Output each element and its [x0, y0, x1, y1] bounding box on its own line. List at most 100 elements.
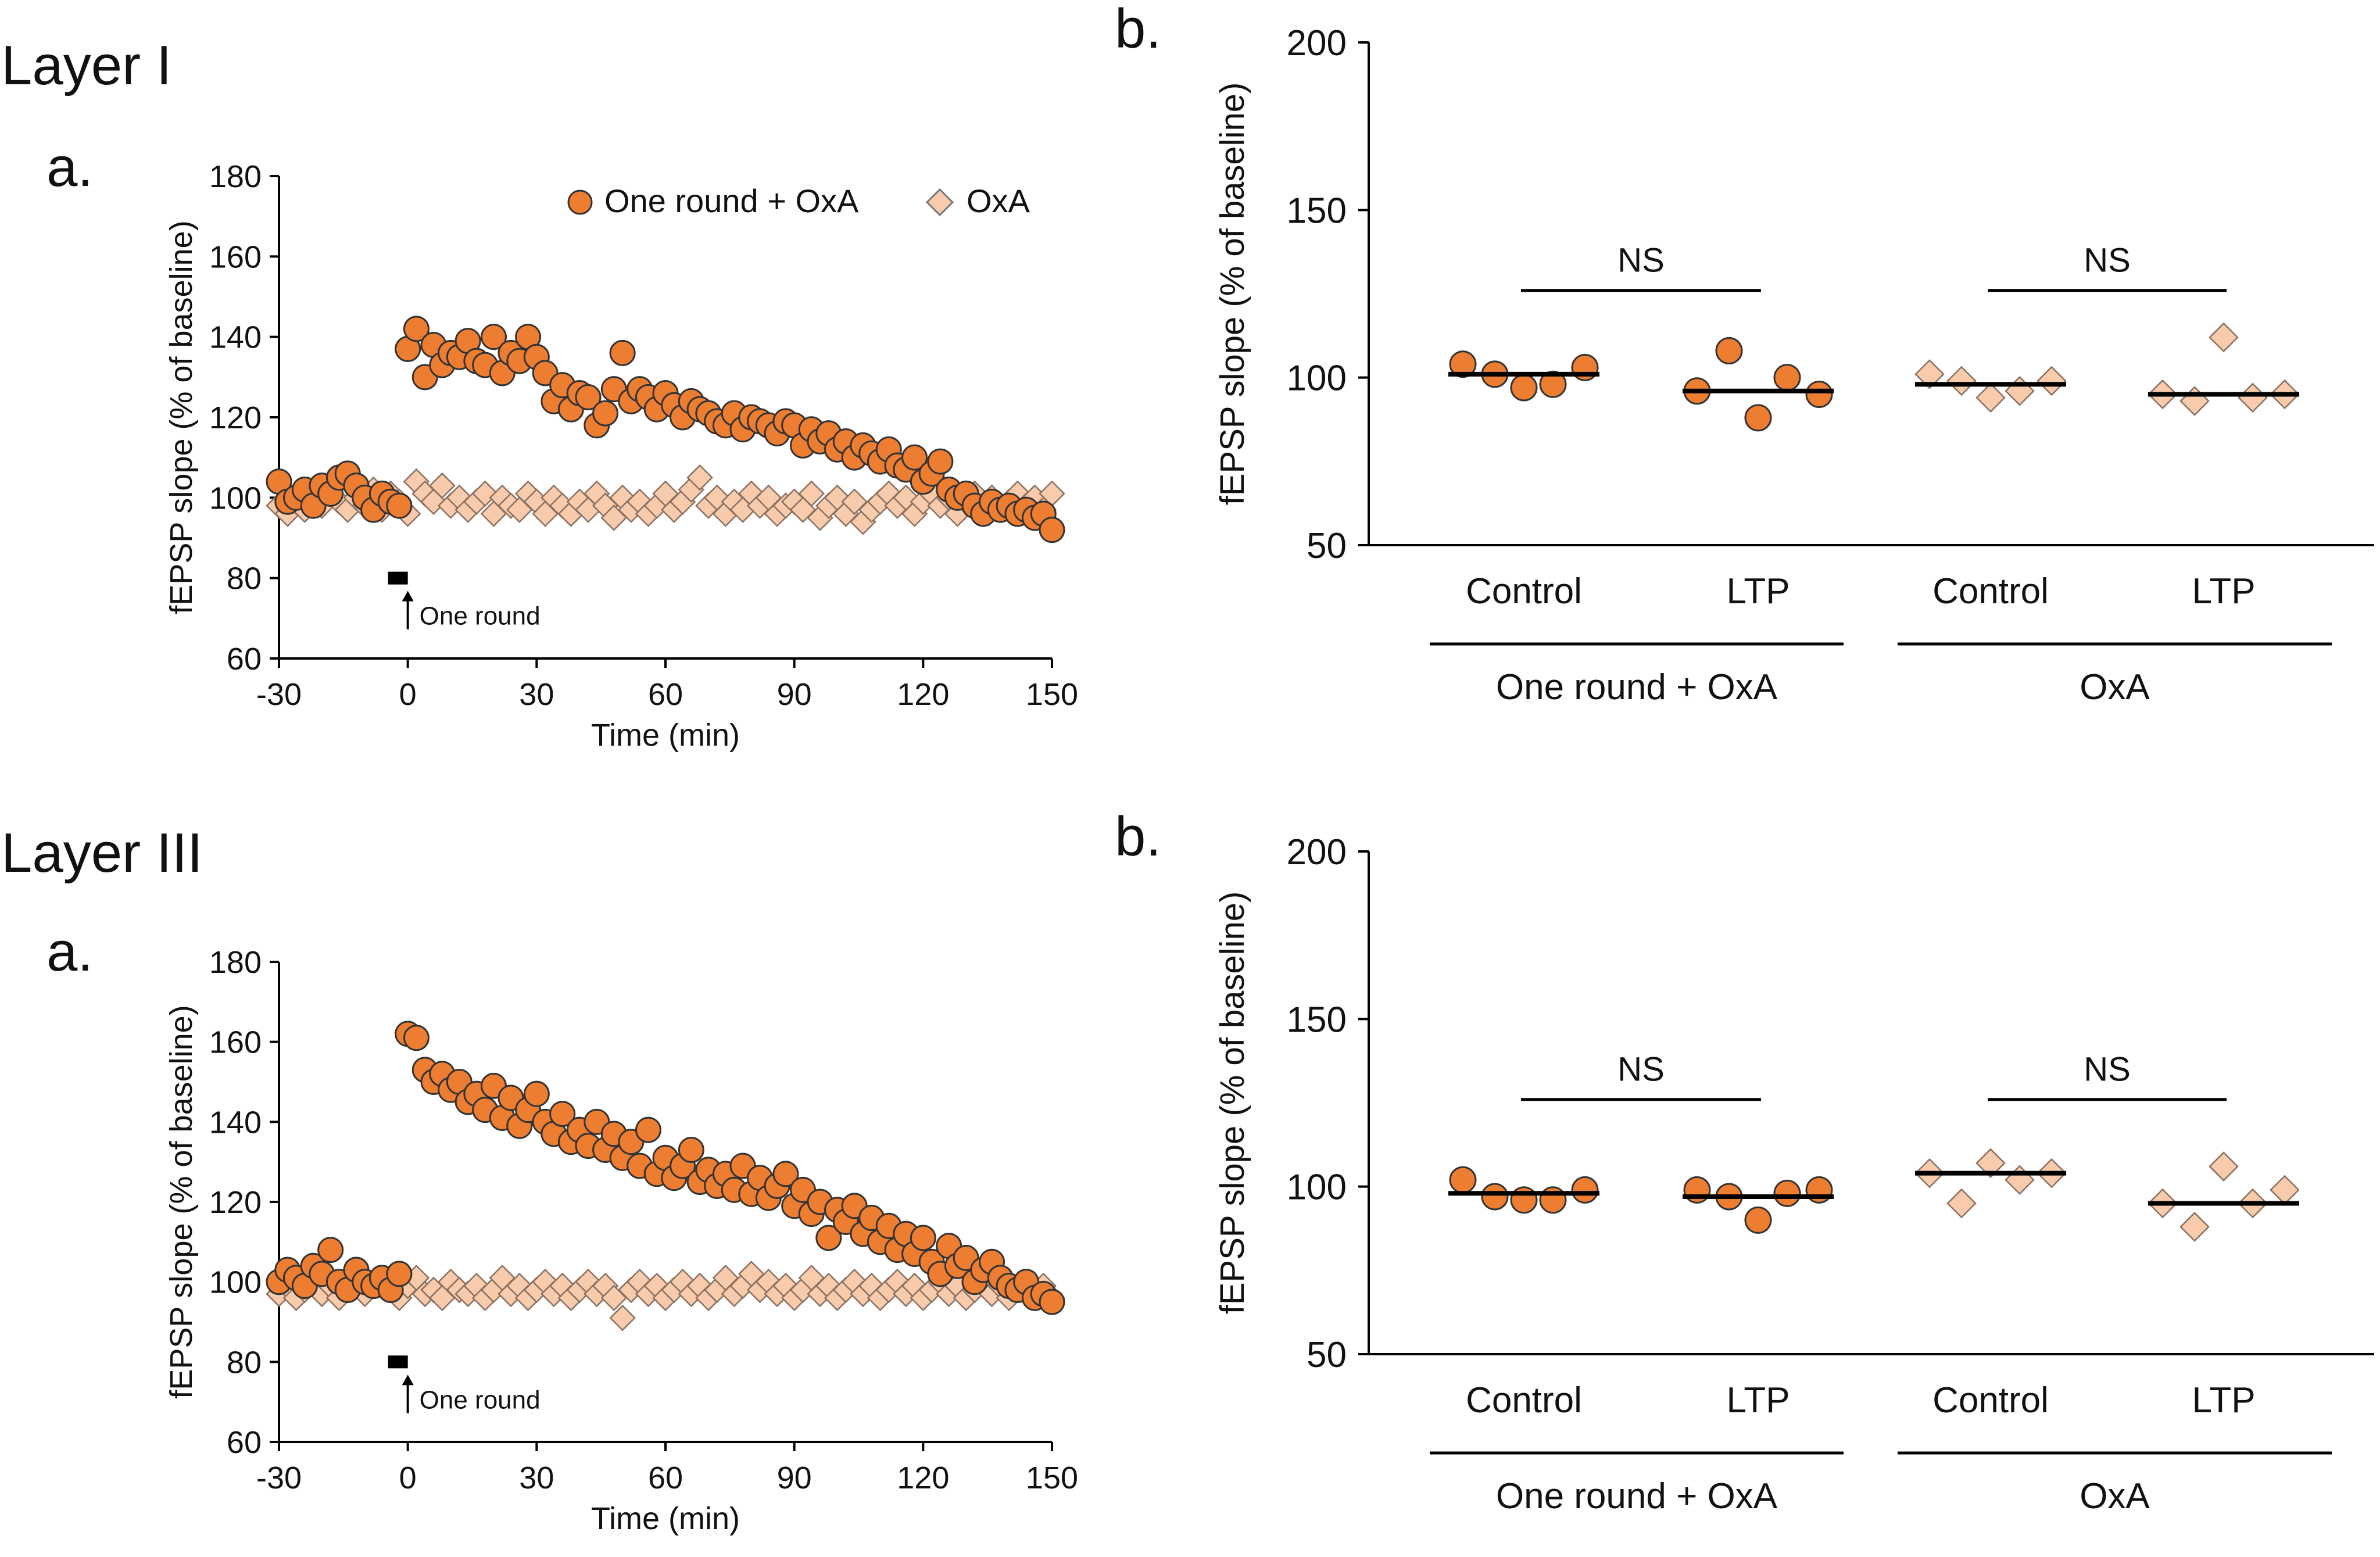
- x-tick-label: 150: [1026, 677, 1078, 712]
- chart-layer3-time: 60 80 100 120 140 160 180 -30 0 30 60 90 120 150 Time …: [164, 945, 1078, 1536]
- data-point: [1744, 404, 1772, 432]
- data-point: [1975, 1148, 2006, 1179]
- data-point: [403, 1025, 430, 1051]
- stim-label: One round: [420, 602, 541, 631]
- x-tick-label: 90: [777, 677, 812, 712]
- group-label: One round + OxA: [1496, 667, 1778, 707]
- y-tick-label: 60: [227, 1425, 262, 1460]
- data-point: [686, 464, 713, 491]
- data-point: [480, 324, 507, 350]
- x-tick-label: 0: [399, 677, 417, 712]
- data-point: [772, 1161, 799, 1187]
- data-point: [429, 472, 456, 499]
- data-point: [2005, 375, 2035, 406]
- x-axis-title: Time (min): [591, 718, 740, 753]
- data-point: [609, 1304, 636, 1331]
- series-oxa-ltp: [2148, 1151, 2300, 1242]
- y-tick-label: 80: [227, 561, 262, 596]
- y-tick-label: 140: [209, 1105, 262, 1140]
- data-point: [2209, 1151, 2239, 1182]
- significance-label: NS: [2084, 1051, 2131, 1089]
- x-tick-label: 30: [519, 1461, 554, 1495]
- y-tick-label: 100: [209, 481, 262, 516]
- y-tick-label: 150: [1287, 191, 1347, 231]
- layer-title-1: Layer I: [1, 34, 171, 96]
- data-point: [1510, 374, 1538, 402]
- category-label: Control: [1466, 571, 1582, 611]
- x-tick-label: 0: [399, 1461, 417, 1495]
- data-point: [2037, 366, 2067, 396]
- data-point: [1975, 382, 2006, 413]
- y-tick-label: 180: [209, 159, 262, 194]
- data-point: [386, 1261, 413, 1287]
- y-tick-label: 160: [209, 239, 262, 274]
- category-label: LTP: [1726, 1380, 1790, 1420]
- y-tick-label: 50: [1307, 1335, 1347, 1375]
- category-label: LTP: [2192, 571, 2255, 611]
- series-one-round-oxa: [266, 1021, 1065, 1315]
- data-point: [2209, 322, 2239, 353]
- series-oxa-control: [1914, 1148, 2067, 1219]
- data-point: [635, 1116, 661, 1143]
- data-point: [592, 400, 619, 427]
- data-point: [1914, 359, 1945, 389]
- series-one-round-oxa-control: [1448, 350, 1599, 402]
- y-tick-label: 100: [1287, 359, 1347, 399]
- significance-label: NS: [1617, 242, 1665, 280]
- y-axis-title: fEPSP slope (% of baseline): [164, 1005, 199, 1398]
- y-tick-label: 60: [227, 642, 262, 677]
- chart-layer3-summary: 50 100 150 200 fEPSP slope (% of baseline) Co…: [1214, 832, 2374, 1516]
- y-tick-label: 100: [209, 1265, 262, 1300]
- panel-a-label-3: a.: [46, 921, 93, 983]
- y-tick-label: 200: [1287, 23, 1347, 63]
- data-point: [901, 444, 928, 471]
- data-point: [1039, 1288, 1065, 1315]
- data-point: [1039, 517, 1065, 543]
- y-tick-label: 150: [1287, 1000, 1347, 1040]
- data-point: [910, 1225, 936, 1251]
- legend-label-oxa: OxA: [967, 182, 1030, 219]
- legend-marker-circle: [567, 189, 593, 215]
- y-tick-label: 120: [209, 1185, 262, 1220]
- data-point: [927, 448, 954, 475]
- data-point: [2238, 382, 2268, 413]
- data-point: [317, 1237, 344, 1264]
- stim-arrowhead: [402, 1375, 414, 1386]
- data-point: [1744, 1206, 1772, 1234]
- x-tick-label: -30: [256, 1461, 302, 1495]
- data-point: [1449, 1166, 1477, 1194]
- layer-title-3: Layer III: [1, 822, 203, 884]
- x-tick-label: -30: [256, 677, 302, 712]
- legend-marker-diamond: [925, 188, 954, 217]
- x-tick-label: 120: [897, 1461, 949, 1495]
- stim-bar: [388, 1355, 408, 1369]
- data-point: [609, 339, 636, 366]
- data-point: [1946, 1188, 1977, 1219]
- x-tick-label: 150: [1026, 1461, 1078, 1495]
- series-one-round-oxa-control: [1448, 1166, 1599, 1214]
- data-point: [1946, 366, 1977, 396]
- x-tick-label: 90: [777, 1461, 812, 1495]
- legend: One round + OxA OxA: [567, 182, 1030, 219]
- panel-a-label-1: a.: [46, 136, 93, 198]
- y-axis-title: fEPSP slope (% of baseline): [164, 220, 199, 614]
- y-tick-label: 200: [1287, 832, 1347, 872]
- data-point: [2005, 1165, 2035, 1195]
- category-label: Control: [1932, 571, 2049, 611]
- data-point: [1773, 1179, 1801, 1207]
- x-tick-label: 60: [648, 1461, 683, 1495]
- y-tick-label: 160: [209, 1025, 262, 1060]
- data-point: [2179, 1212, 2210, 1242]
- chart-layer1-summary: 50 100 150 200 fEPSP slope (% of baseline) Co…: [1214, 23, 2374, 707]
- category-label: Control: [1932, 1380, 2049, 1420]
- data-point: [1449, 350, 1477, 378]
- x-tick-label: 60: [648, 677, 683, 712]
- data-point: [2179, 386, 2210, 416]
- y-tick-label: 80: [227, 1345, 262, 1380]
- group-label: One round + OxA: [1496, 1476, 1778, 1516]
- significance-label: NS: [2084, 242, 2131, 280]
- category-label: LTP: [2192, 1380, 2255, 1420]
- data-point: [1539, 370, 1567, 398]
- data-point: [2270, 1175, 2300, 1205]
